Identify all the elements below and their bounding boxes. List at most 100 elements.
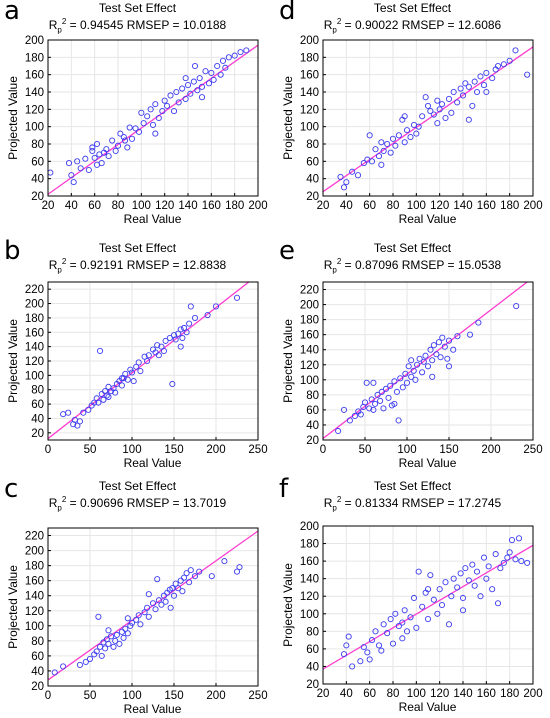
data-point [122,625,129,632]
x-tick-label: 150 [164,690,183,702]
data-point [85,166,92,174]
chart-panel-c: c Test Set Effect Rp2 = 0.90696 RMSEP = 13… [0,474,275,717]
data-point [413,130,420,137]
data-point [483,575,490,582]
data-point [222,64,229,71]
data-point [202,68,209,75]
data-point [368,158,376,165]
data-point [457,570,464,577]
y-tick-label: 80 [31,139,44,151]
data-point [225,54,232,61]
data-point [162,598,169,605]
stats-values: = 0.94545 RMSEP = 10.0188 [66,18,227,32]
stats-symbol: R [323,258,333,272]
data-point [120,634,127,641]
data-point [243,47,250,54]
y-tick-label: 20 [31,191,44,203]
plot-frame [322,281,534,441]
data-point [155,597,162,604]
data-point [162,337,169,344]
x-tick-label: 200 [523,200,542,212]
data-point [82,658,89,665]
data-point [372,400,379,407]
data-point [345,633,352,640]
data-point [183,570,190,577]
x-tick-label: 40 [65,200,78,212]
y-tick-label: 40 [31,666,44,678]
data-point [436,106,443,113]
data-point [395,417,402,424]
data-point [217,71,224,78]
data-point [518,558,525,565]
data-point [82,155,89,162]
x-tick-label: 80 [112,200,125,212]
data-point [103,146,110,153]
x-tick-label: 60 [363,688,376,700]
data-point [387,149,394,156]
scatter-plot: 20 40 60 80 100 120 140 160 180 200 20 40 60 80 100 120… [25,35,268,212]
data-point [378,647,385,654]
data-point [105,393,112,400]
data-point [205,80,213,87]
data-point [366,656,373,663]
data-point [105,640,112,647]
data-point [442,579,449,586]
y-tick-label: 120 [25,356,44,368]
plot-frame [322,39,534,197]
data-point [130,378,137,385]
y-tick-label: 220 [25,284,44,296]
data-point [135,612,142,619]
regression-line [48,44,258,195]
data-point [167,604,174,611]
data-point [76,661,83,668]
data-point [430,111,437,118]
data-point [436,586,443,593]
y-tick-label: 80 [306,626,319,638]
data-point [497,565,504,572]
x-tick-label: 200 [206,690,225,702]
regression-line [323,544,533,670]
data-point [508,536,516,544]
data-point [68,172,75,179]
data-point [438,101,446,108]
y-tick-label: 80 [31,385,44,397]
data-point [158,601,165,608]
data-point [441,343,448,350]
x-tick-label: 0 [45,444,51,456]
y-tick-label: 40 [306,420,319,432]
data-point [105,627,112,634]
x-tick-label: 100 [407,688,426,700]
data-point [144,604,151,611]
data-point [408,357,415,364]
data-point [422,94,429,101]
data-point [100,396,107,403]
data-point [477,593,484,600]
data-point [187,303,194,310]
data-point [471,78,478,85]
data-point [392,610,399,617]
x-tick-label: 180 [225,200,244,212]
data-point [124,630,131,637]
data-point [438,601,446,609]
stats-symbol: R [48,258,58,272]
data-point [184,82,192,89]
data-point [424,363,432,370]
data-point [469,102,476,109]
data-point [442,114,449,122]
x-axis-label: Real Value [123,456,182,470]
data-point [416,355,423,362]
data-point [191,62,199,70]
y-tick-label: 140 [300,87,319,99]
data-point [444,355,451,362]
data-point [454,584,461,591]
data-point [179,334,186,342]
data-point [370,379,377,386]
data-point [191,314,199,321]
data-point [132,125,139,132]
y-tick-label: 200 [300,35,319,47]
y-tick-label: 80 [31,636,44,648]
x-tick-label: 250 [248,444,267,456]
x-tick-label: 150 [164,444,183,456]
data-point [392,142,399,149]
data-point [137,621,144,628]
